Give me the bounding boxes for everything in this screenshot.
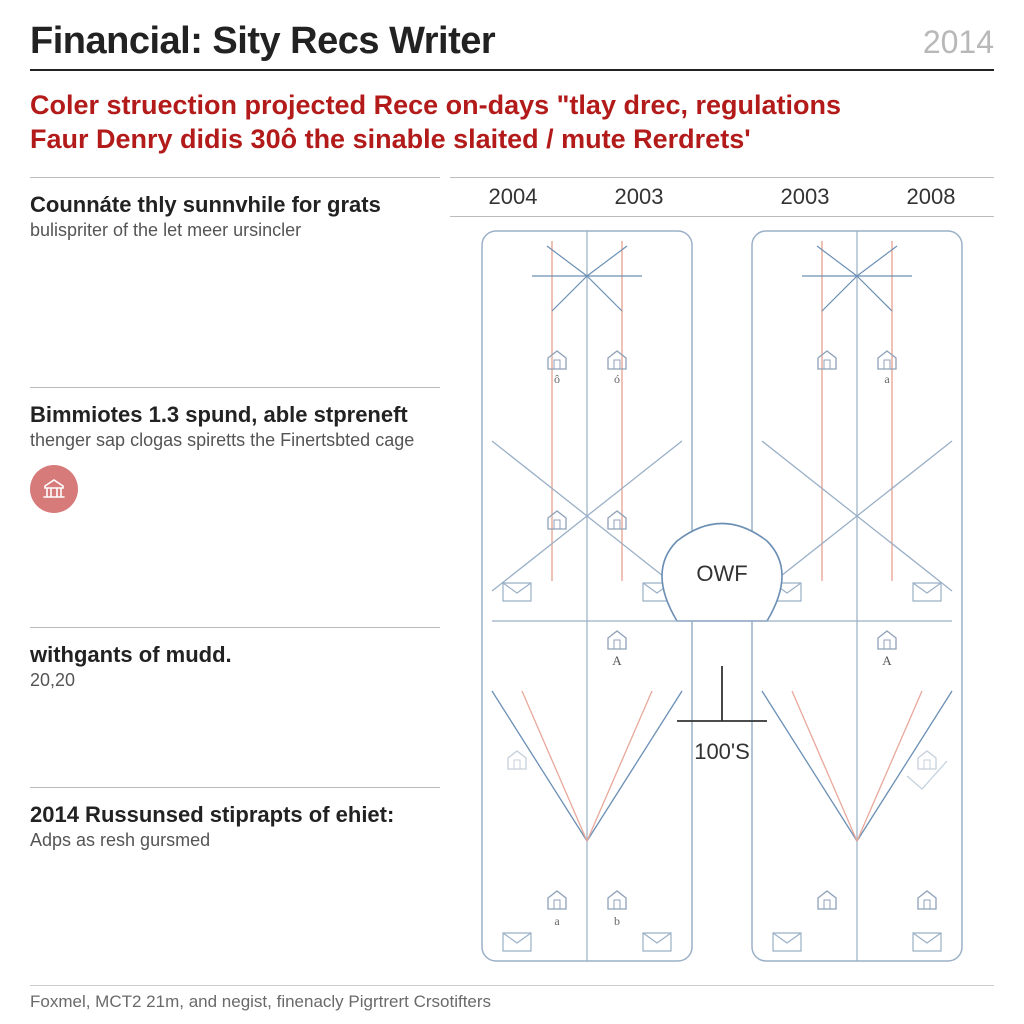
svg-text:a: a [884,372,890,386]
headline: Coler struection projected Rece on-days … [30,89,994,157]
building-icon [30,465,78,513]
diagram-svg: ô ó a OWF [450,221,994,1001]
section-0: Counnáte thly sunnvhile for grats bulisp… [30,177,440,387]
section-0-sub: bulispriter of the let meer ursincler [30,220,440,241]
section-3-title: 2014 Russunsed stiprapts of ehiet: [30,802,440,828]
section-3: 2014 Russunsed stiprapts of ehiet: Adps … [30,787,440,937]
svg-text:ó: ó [614,372,620,386]
footer-credit: Foxmel, MCT2 21m, and negist, finenacly … [30,985,994,1012]
headline-line-2: Faur Denry didis 30ô the sinable slaited… [30,123,994,157]
section-2-sub: 20,20 [30,670,440,691]
header: Financial: Sity Recs Writer 2014 [30,20,994,71]
svg-text:ô: ô [554,372,560,386]
svg-text:100'S: 100'S [694,739,750,764]
section-1-sub: thenger sap clogas spiretts the Finertsb… [30,430,440,451]
svg-text:b: b [614,914,620,928]
section-1-title: Bimmiotes 1.3 spund, able stpreneft [30,402,440,428]
section-2: withgants of mudd. 20,20 [30,627,440,787]
year-1: 2003 [576,184,702,210]
svg-text:A: A [612,653,622,668]
page-year: 2014 [923,24,994,61]
section-0-title: Counnáte thly sunnvhile for grats [30,192,440,218]
main-area: Counnáte thly sunnvhile for grats bulisp… [30,177,994,1001]
page-title: Financial: Sity Recs Writer [30,20,495,63]
diagram-year-row: 2004 2003 2003 2008 [450,177,994,217]
left-column: Counnáte thly sunnvhile for grats bulisp… [30,177,440,1001]
year-2: 2003 [742,184,868,210]
section-3-sub: Adps as resh gursmed [30,830,440,851]
year-0: 2004 [450,184,576,210]
diagram: ô ó a OWF [450,221,994,1001]
section-1: Bimmiotes 1.3 spund, able stpreneft then… [30,387,440,627]
svg-text:a: a [554,914,560,928]
svg-text:OWF: OWF [696,561,747,586]
diagram-column: 2004 2003 2003 2008 [450,177,994,1001]
headline-line-1: Coler struection projected Rece on-days … [30,89,994,123]
svg-text:A: A [882,653,892,668]
section-2-title: withgants of mudd. [30,642,440,668]
year-3: 2008 [868,184,994,210]
